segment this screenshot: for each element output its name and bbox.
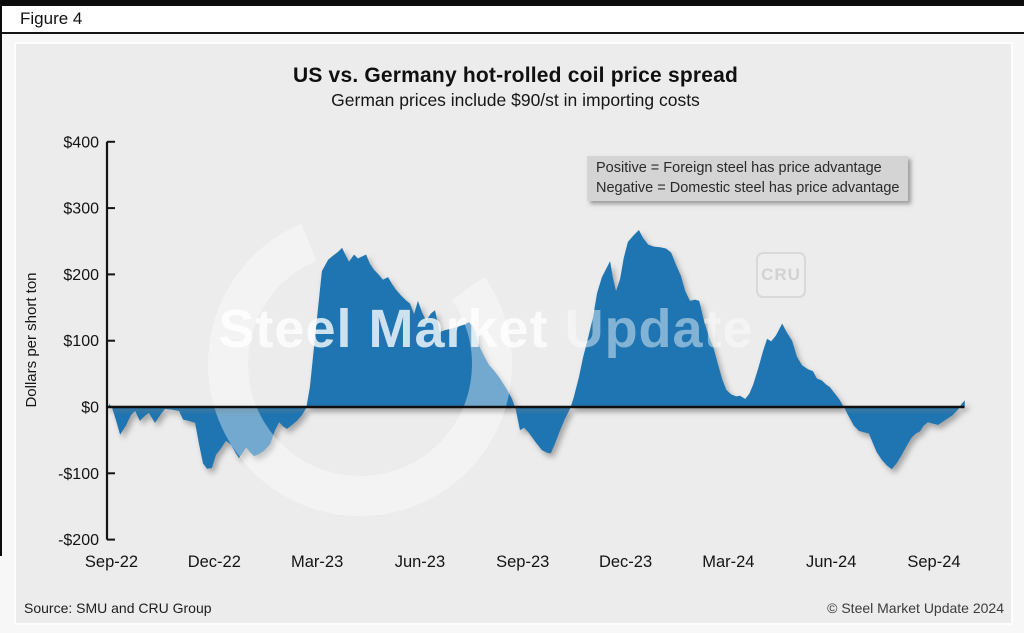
x-tick-label: Sep-24 <box>907 553 960 571</box>
legend-annotation-box: Positive = Foreign steel has price advan… <box>587 156 909 201</box>
cru-logo-text: CRU <box>761 265 801 284</box>
copyright-notice: © Steel Market Update 2024 <box>827 600 1004 616</box>
x-tick-label: Sep-22 <box>85 553 138 571</box>
annotation-line-negative: Negative = Domestic steel has price adva… <box>596 180 900 196</box>
x-tick-label: Jun-24 <box>806 553 856 571</box>
x-tick-label: Sep-23 <box>496 553 549 571</box>
figure-header: Figure 4 <box>2 6 1024 34</box>
y-tick-label: -$200 <box>58 532 99 549</box>
x-tick-label: Mar-23 <box>291 553 343 571</box>
source-credit: Source: SMU and CRU Group <box>24 600 212 616</box>
spread-area-chart: $400 $300 $200 $100 $0 -$100 -$200 Sep-22 Dec-22… <box>58 134 965 571</box>
y-tick-label: $300 <box>63 201 99 218</box>
cru-logo-watermark: CRU <box>756 252 806 298</box>
y-tick-label: $400 <box>63 134 99 151</box>
y-axis-title: Dollars per short ton <box>23 272 40 408</box>
x-tick-label: Mar-24 <box>702 553 754 571</box>
figure-label: Figure 4 <box>20 9 83 28</box>
annotation-line-positive: Positive = Foreign steel has price advan… <box>596 160 882 176</box>
chart-panel: $400 $300 $200 $100 $0 -$100 -$200 Sep-22 Dec-22… <box>14 42 1013 625</box>
y-tick-label: $0 <box>81 400 99 417</box>
chart-title: US vs. Germany hot-rolled coil price spr… <box>292 64 739 87</box>
x-tick-label: Jun-23 <box>395 553 445 571</box>
chart-subtitle: German prices include $90/st in importin… <box>331 90 700 110</box>
window-top-border <box>0 0 1024 6</box>
spread-area-series <box>109 230 965 470</box>
y-tick-label: $100 <box>63 333 99 350</box>
window-left-border <box>0 0 2 556</box>
smu-swoosh-watermark <box>208 212 512 516</box>
y-tick-label: $200 <box>63 267 99 284</box>
y-tick-label: -$100 <box>58 466 99 483</box>
x-tick-label: Dec-23 <box>599 553 652 571</box>
x-tick-label: Dec-22 <box>188 553 241 571</box>
